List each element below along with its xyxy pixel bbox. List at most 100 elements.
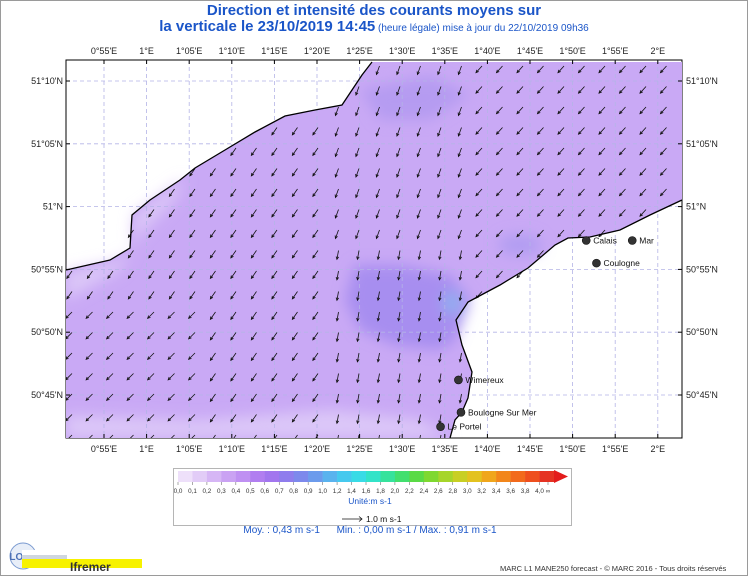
legend-tick-label: 0,7 [275,488,284,495]
lon-label-bottom: 1°35'E [432,444,458,454]
current-arrow [457,229,462,240]
current-arrow [659,188,667,197]
current-arrow [250,168,257,177]
current-arrow [397,352,401,363]
legend-tick-label: 2,8 [448,488,457,495]
current-arrow [437,168,442,178]
current-arrow [271,352,278,362]
strait-blue-north [360,75,470,120]
current-arrow [230,291,237,300]
lon-label-top: 1°05'E [176,46,202,56]
current-arrow [475,106,483,115]
legend-color-swatch [351,471,367,482]
current-arrow [335,373,340,384]
current-arrow [146,311,155,320]
lon-label-top: 1°40'E [474,46,500,56]
current-arrow [187,414,196,422]
legend-color-swatch [235,471,251,482]
current-arrow [355,168,360,178]
current-arrow [376,311,381,322]
current-arrow [337,434,339,438]
east-blue-patch [498,235,542,255]
current-arrow [312,250,319,259]
current-arrow [230,168,237,177]
current-arrow [598,188,606,197]
current-arrow [168,250,175,259]
lon-label-bottom: 1°E [139,444,154,454]
current-arrow [168,229,175,239]
current-arrow [557,127,565,135]
map-title: Direction et intensité des courants moye… [206,2,542,19]
current-arrow [168,209,175,218]
place-name: Coulogne [603,258,640,268]
current-arrow [126,414,134,422]
current-arrow [187,393,196,402]
current-arrow [209,332,216,341]
current-arrow [417,393,422,404]
current-arrow [378,434,380,438]
lat-label-right: 50°45'N [686,390,718,400]
city-dot-icon [456,408,466,417]
current-arrow [187,332,196,340]
current-arrow [457,168,462,178]
place-marker: Calais [581,236,617,246]
current-arrow [148,270,155,280]
current-arrow [334,147,339,158]
lon-label-top: 1°55'E [602,46,628,56]
current-arrow [312,352,319,362]
current-arrow [250,311,257,321]
legend-color-swatch [525,471,540,482]
city-dot-icon [454,375,463,385]
current-arrow [659,147,667,156]
current-arrow [475,229,483,238]
current-arrow [168,188,175,198]
current-arrow [291,291,298,300]
strait-blue-core [345,265,470,350]
current-arrow [356,250,360,261]
current-arrow [230,188,237,198]
legend-color-swatch [496,471,511,482]
current-arrow [639,127,647,135]
current-arrow [66,311,73,319]
current-arrow [376,291,381,302]
current-arrow [146,393,155,402]
reference-arrow [342,516,363,522]
current-arrow [557,209,565,217]
current-arrow [335,291,340,302]
current-arrow [419,434,421,438]
current-arrow [416,188,421,199]
current-arrow [438,311,442,322]
current-arrow [618,65,626,74]
current-arrow [230,209,237,218]
legend-tick-label: 2,4 [419,488,428,495]
legend-color-swatch [452,471,468,482]
current-arrow [557,188,565,197]
legend-tick-label: 1,8 [376,488,385,495]
current-arrow [475,270,483,279]
current-arrow [598,209,606,217]
current-arrow [253,434,257,438]
current-arrow [495,106,503,115]
current-arrow [85,373,93,381]
current-arrow [516,127,524,135]
current-arrow [250,250,257,259]
current-arrow [335,414,340,425]
current-arrow [146,332,155,340]
current-arrow [109,434,114,438]
current-arrow [66,352,73,360]
current-arrow [457,106,462,117]
current-arrow [397,373,401,384]
legend-tick-label: 1,2 [333,488,342,495]
current-arrow [396,147,401,158]
current-arrow [146,352,155,361]
current-arrow [85,332,93,340]
current-arrow [85,311,93,320]
current-arrow [291,311,298,321]
current-arrow [438,270,442,281]
legend-tick-label: 2,0 [391,488,400,495]
current-arrow [334,188,339,199]
current-arrow [536,86,544,94]
current-arrow [271,250,278,259]
current-arrow [271,373,278,382]
